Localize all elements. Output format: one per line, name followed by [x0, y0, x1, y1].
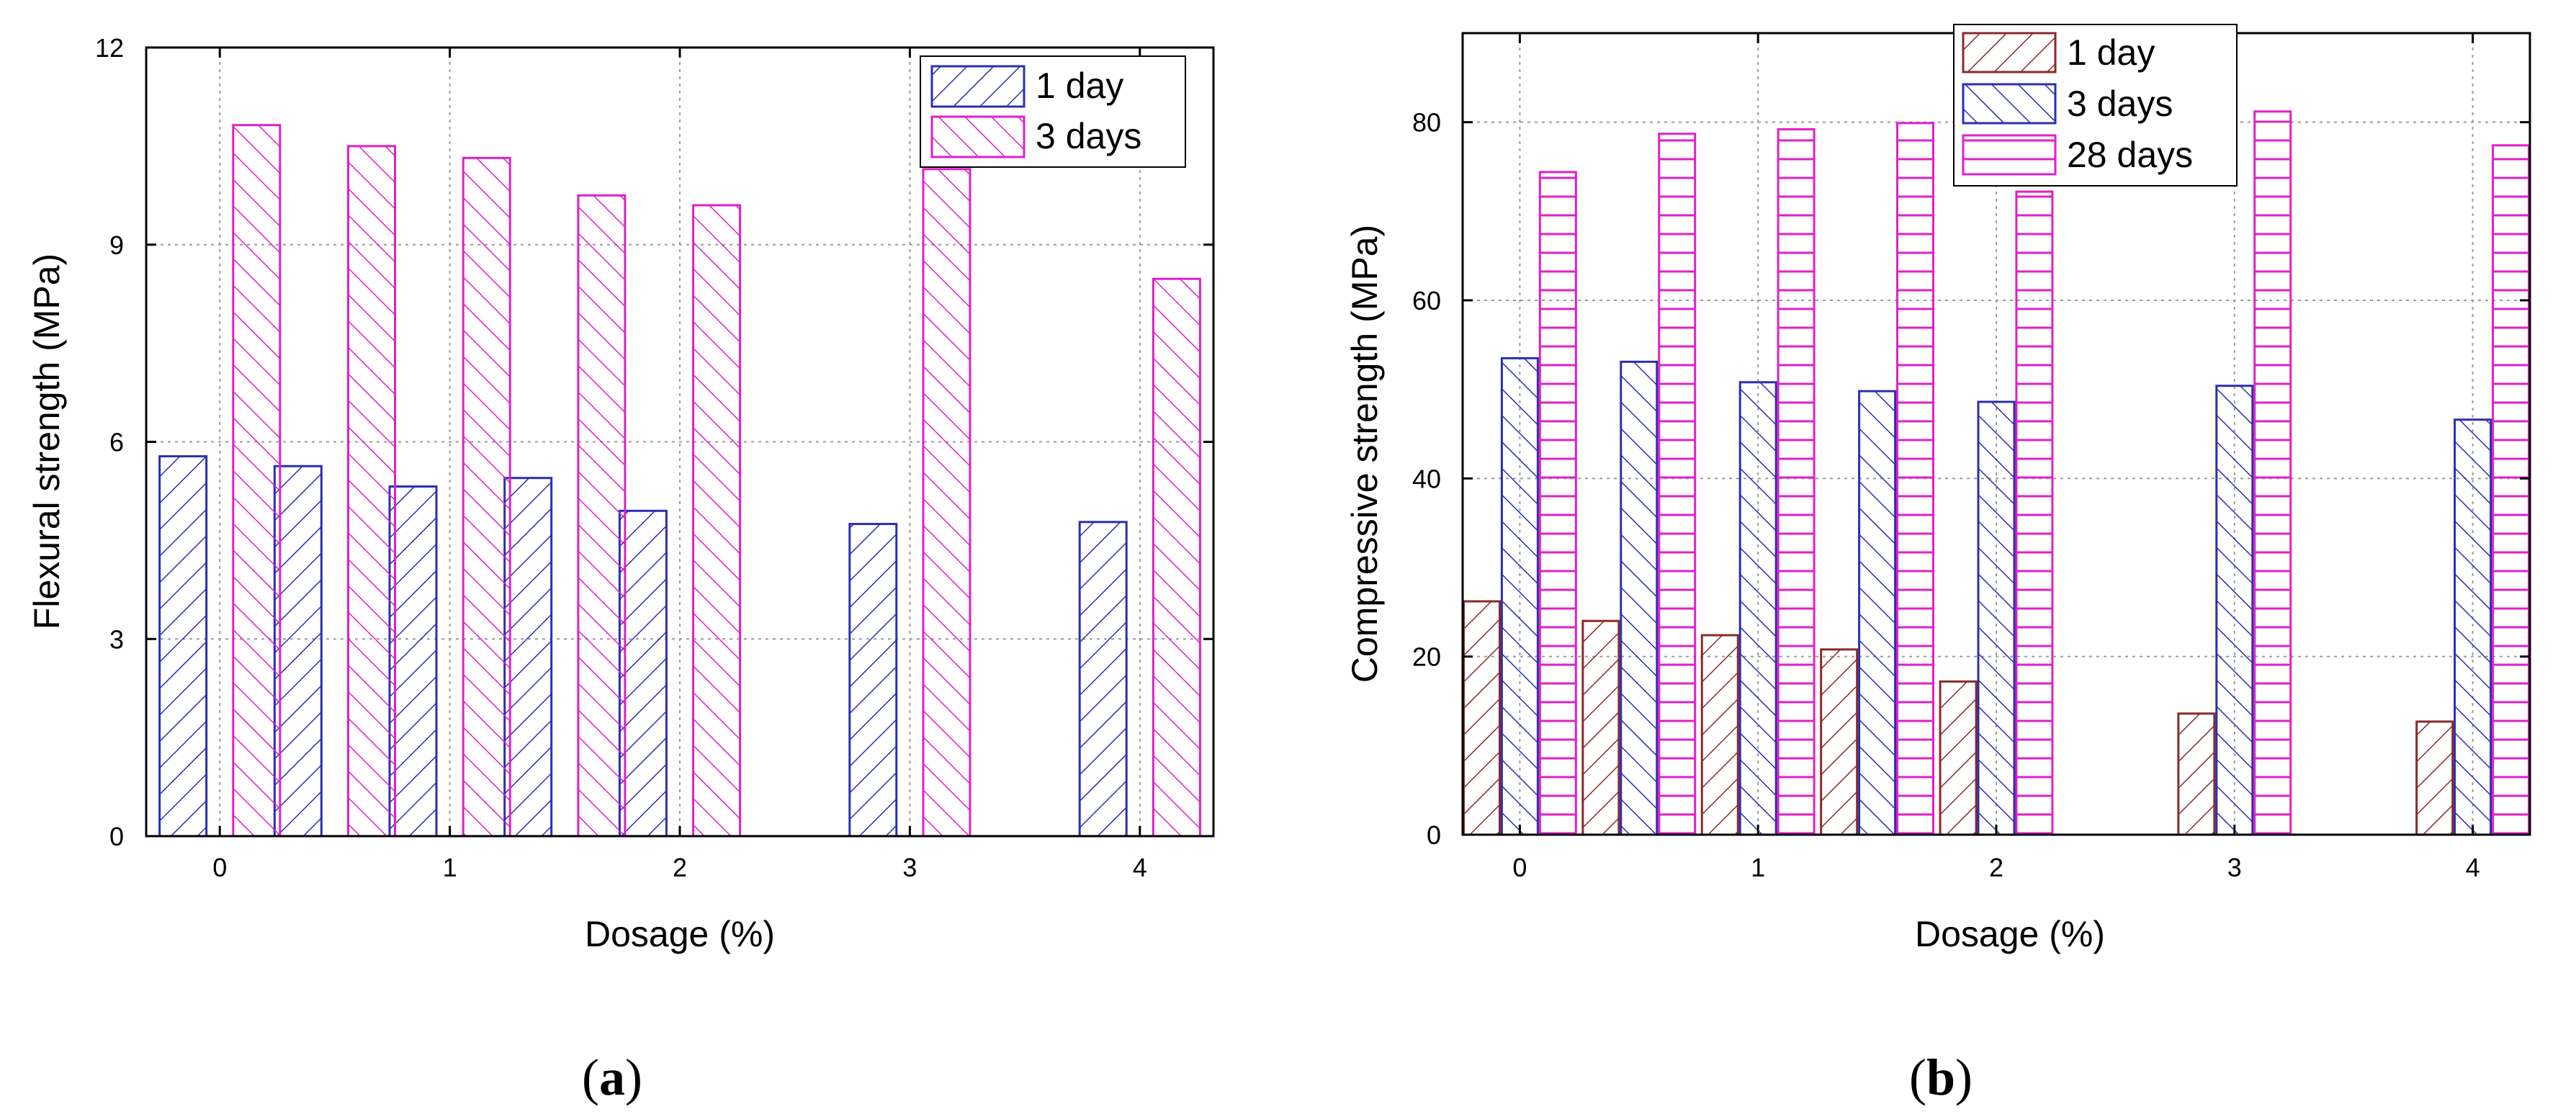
chart-b-xtick-label-2: 2 — [1989, 853, 2003, 882]
chart-b-x-tick-labels: 0 1 2 3 4 — [1512, 853, 2479, 882]
chart-a-ytick-label-4: 12 — [95, 33, 124, 63]
chart-b-bar-28days-4 — [2015, 190, 2054, 836]
chart-b-panel-letter: b — [1926, 1049, 1955, 1106]
chart-b-bar-1day-2 — [1700, 634, 1739, 836]
chart-a-x-axis-title: Dosage (%) — [585, 914, 775, 954]
chart-a-ytick-label-0: 0 — [109, 822, 124, 851]
chart-b-legend: 1 day 3 days 28 days — [1953, 24, 2238, 187]
chart-a-panel-close: ) — [625, 1049, 642, 1106]
chart-a-x-tick-labels: 0 1 2 3 4 — [212, 853, 1147, 882]
chart-b-legend-swatch-28days — [1962, 134, 2057, 176]
chart-a-legend-swatch-1day — [930, 65, 1026, 108]
chart-a-bar-1day-5 — [848, 523, 898, 838]
chart-a-legend-label-1day: 1 day — [1036, 66, 1123, 106]
chart-a-bar-3days-2 — [462, 156, 511, 838]
chart-b-xtick-label-4: 4 — [2466, 853, 2480, 882]
chart-b-bar-3days-5 — [2215, 385, 2254, 836]
chart-b-bar-28days-0 — [1538, 171, 1577, 836]
chart-b-bar-1day-3 — [1820, 648, 1859, 836]
chart-b-ytick-label-3: 60 — [1412, 286, 1441, 315]
chart-b-ytick-label-0: 0 — [1427, 820, 1441, 850]
chart-b-bar-3days-2 — [1738, 381, 1777, 836]
chart-a-bar-3days-5 — [922, 168, 971, 838]
chart-b-panel-close: ) — [1955, 1049, 1973, 1106]
chart-b: 0 20 40 60 80 0 1 2 3 4 Dosage (%) Compressive s… — [1345, 24, 2531, 1106]
chart-a-legend-swatch-3days — [930, 115, 1026, 158]
chart-a-xtick-label-3: 3 — [902, 853, 917, 882]
chart-b-bar-1day-0 — [1462, 600, 1501, 836]
chart-a-xtick-label-0: 0 — [212, 853, 227, 882]
chart-b-bar-1day-4 — [1939, 680, 1978, 836]
chart-b-bar-3days-3 — [1858, 390, 1897, 836]
chart-b-legend-label-28days: 28 days — [2067, 135, 2193, 175]
chart-b-legend-label-1day: 1 day — [2067, 32, 2155, 73]
chart-a-bar-3days-0 — [232, 124, 282, 838]
chart-a-xtick-label-4: 4 — [1133, 853, 1147, 882]
chart-a-ytick-label-3: 9 — [109, 230, 124, 260]
chart-a-panel-letter: a — [599, 1049, 625, 1106]
chart-a-bars — [158, 124, 1201, 838]
chart-b-xtick-label-1: 1 — [1751, 853, 1765, 882]
chart-a-ticks — [146, 46, 1213, 838]
chart-b-bar-1day-6 — [2415, 720, 2454, 836]
chart-b-legend-label-3days: 3 days — [2067, 84, 2173, 124]
chart-a-bar-1day-2 — [388, 485, 438, 838]
chart-b-bar-3days-0 — [1500, 356, 1539, 836]
chart-a-bar-3days-1 — [347, 145, 397, 838]
chart-a-y-tick-labels: 0 3 6 9 12 — [95, 33, 124, 851]
chart-a-ytick-label-2: 6 — [109, 428, 124, 457]
chart-b-bar-3days-1 — [1620, 360, 1659, 836]
chart-b-bars — [1462, 110, 2531, 836]
chart-b-bar-28days-5 — [2253, 110, 2292, 836]
chart-b-bar-28days-6 — [2492, 144, 2531, 836]
chart-a-legend: 1 day 3 days — [920, 55, 1186, 168]
chart-b-bar-3days-4 — [1977, 400, 2016, 836]
chart-b-panel-open: ( — [1909, 1049, 1926, 1106]
chart-a-xtick-label-1: 1 — [443, 853, 457, 882]
chart-b-legend-swatch-1day — [1962, 32, 2057, 73]
chart-a-bar-3days-3 — [577, 194, 627, 838]
chart-b-bar-1day-1 — [1581, 619, 1620, 836]
chart-b-y-axis-title: Compressive strength (MPa) — [1345, 225, 1385, 683]
chart-b-bar-28days-3 — [1896, 122, 1935, 836]
chart-b-bar-3days-6 — [2454, 418, 2492, 836]
chart-a-xtick-label-2: 2 — [673, 853, 687, 882]
chart-a-panel-label: (a) — [582, 1049, 642, 1106]
chart-b-panel-label: (b) — [1909, 1049, 1973, 1106]
chart-b-ytick-label-2: 40 — [1412, 464, 1441, 493]
chart-a-bar-3days-6 — [1152, 277, 1201, 838]
chart-a-bar-1day-1 — [273, 465, 323, 838]
chart-a-panel-open: ( — [582, 1049, 599, 1106]
chart-a-bar-1day-0 — [158, 455, 208, 838]
chart-b-x-axis-title: Dosage (%) — [1915, 914, 2105, 954]
chart-b-bar-1day-5 — [2177, 712, 2216, 836]
chart-b-xtick-label-3: 3 — [2227, 853, 2242, 882]
chart-a-y-axis-title: Flexural strength (MPa) — [27, 254, 67, 629]
chart-b-ytick-label-4: 80 — [1412, 108, 1441, 138]
chart-a-bar-3days-4 — [692, 204, 742, 838]
chart-a-bar-1day-4 — [618, 509, 668, 838]
chart-a-legend-label-3days: 3 days — [1036, 116, 1141, 156]
chart-b-bar-28days-1 — [1658, 133, 1697, 836]
chart-b-y-tick-labels: 0 20 40 60 80 — [1412, 108, 1441, 850]
chart-a-bar-1day-3 — [503, 477, 553, 838]
chart-b-legend-swatch-3days — [1962, 83, 2057, 125]
chart-a-ytick-label-1: 3 — [109, 624, 124, 654]
chart-b-xtick-label-0: 0 — [1512, 853, 1527, 882]
chart-a-bar-1day-6 — [1078, 521, 1128, 838]
chart-b-ytick-label-1: 20 — [1412, 642, 1441, 672]
chart-b-bar-28days-2 — [1777, 128, 1816, 836]
